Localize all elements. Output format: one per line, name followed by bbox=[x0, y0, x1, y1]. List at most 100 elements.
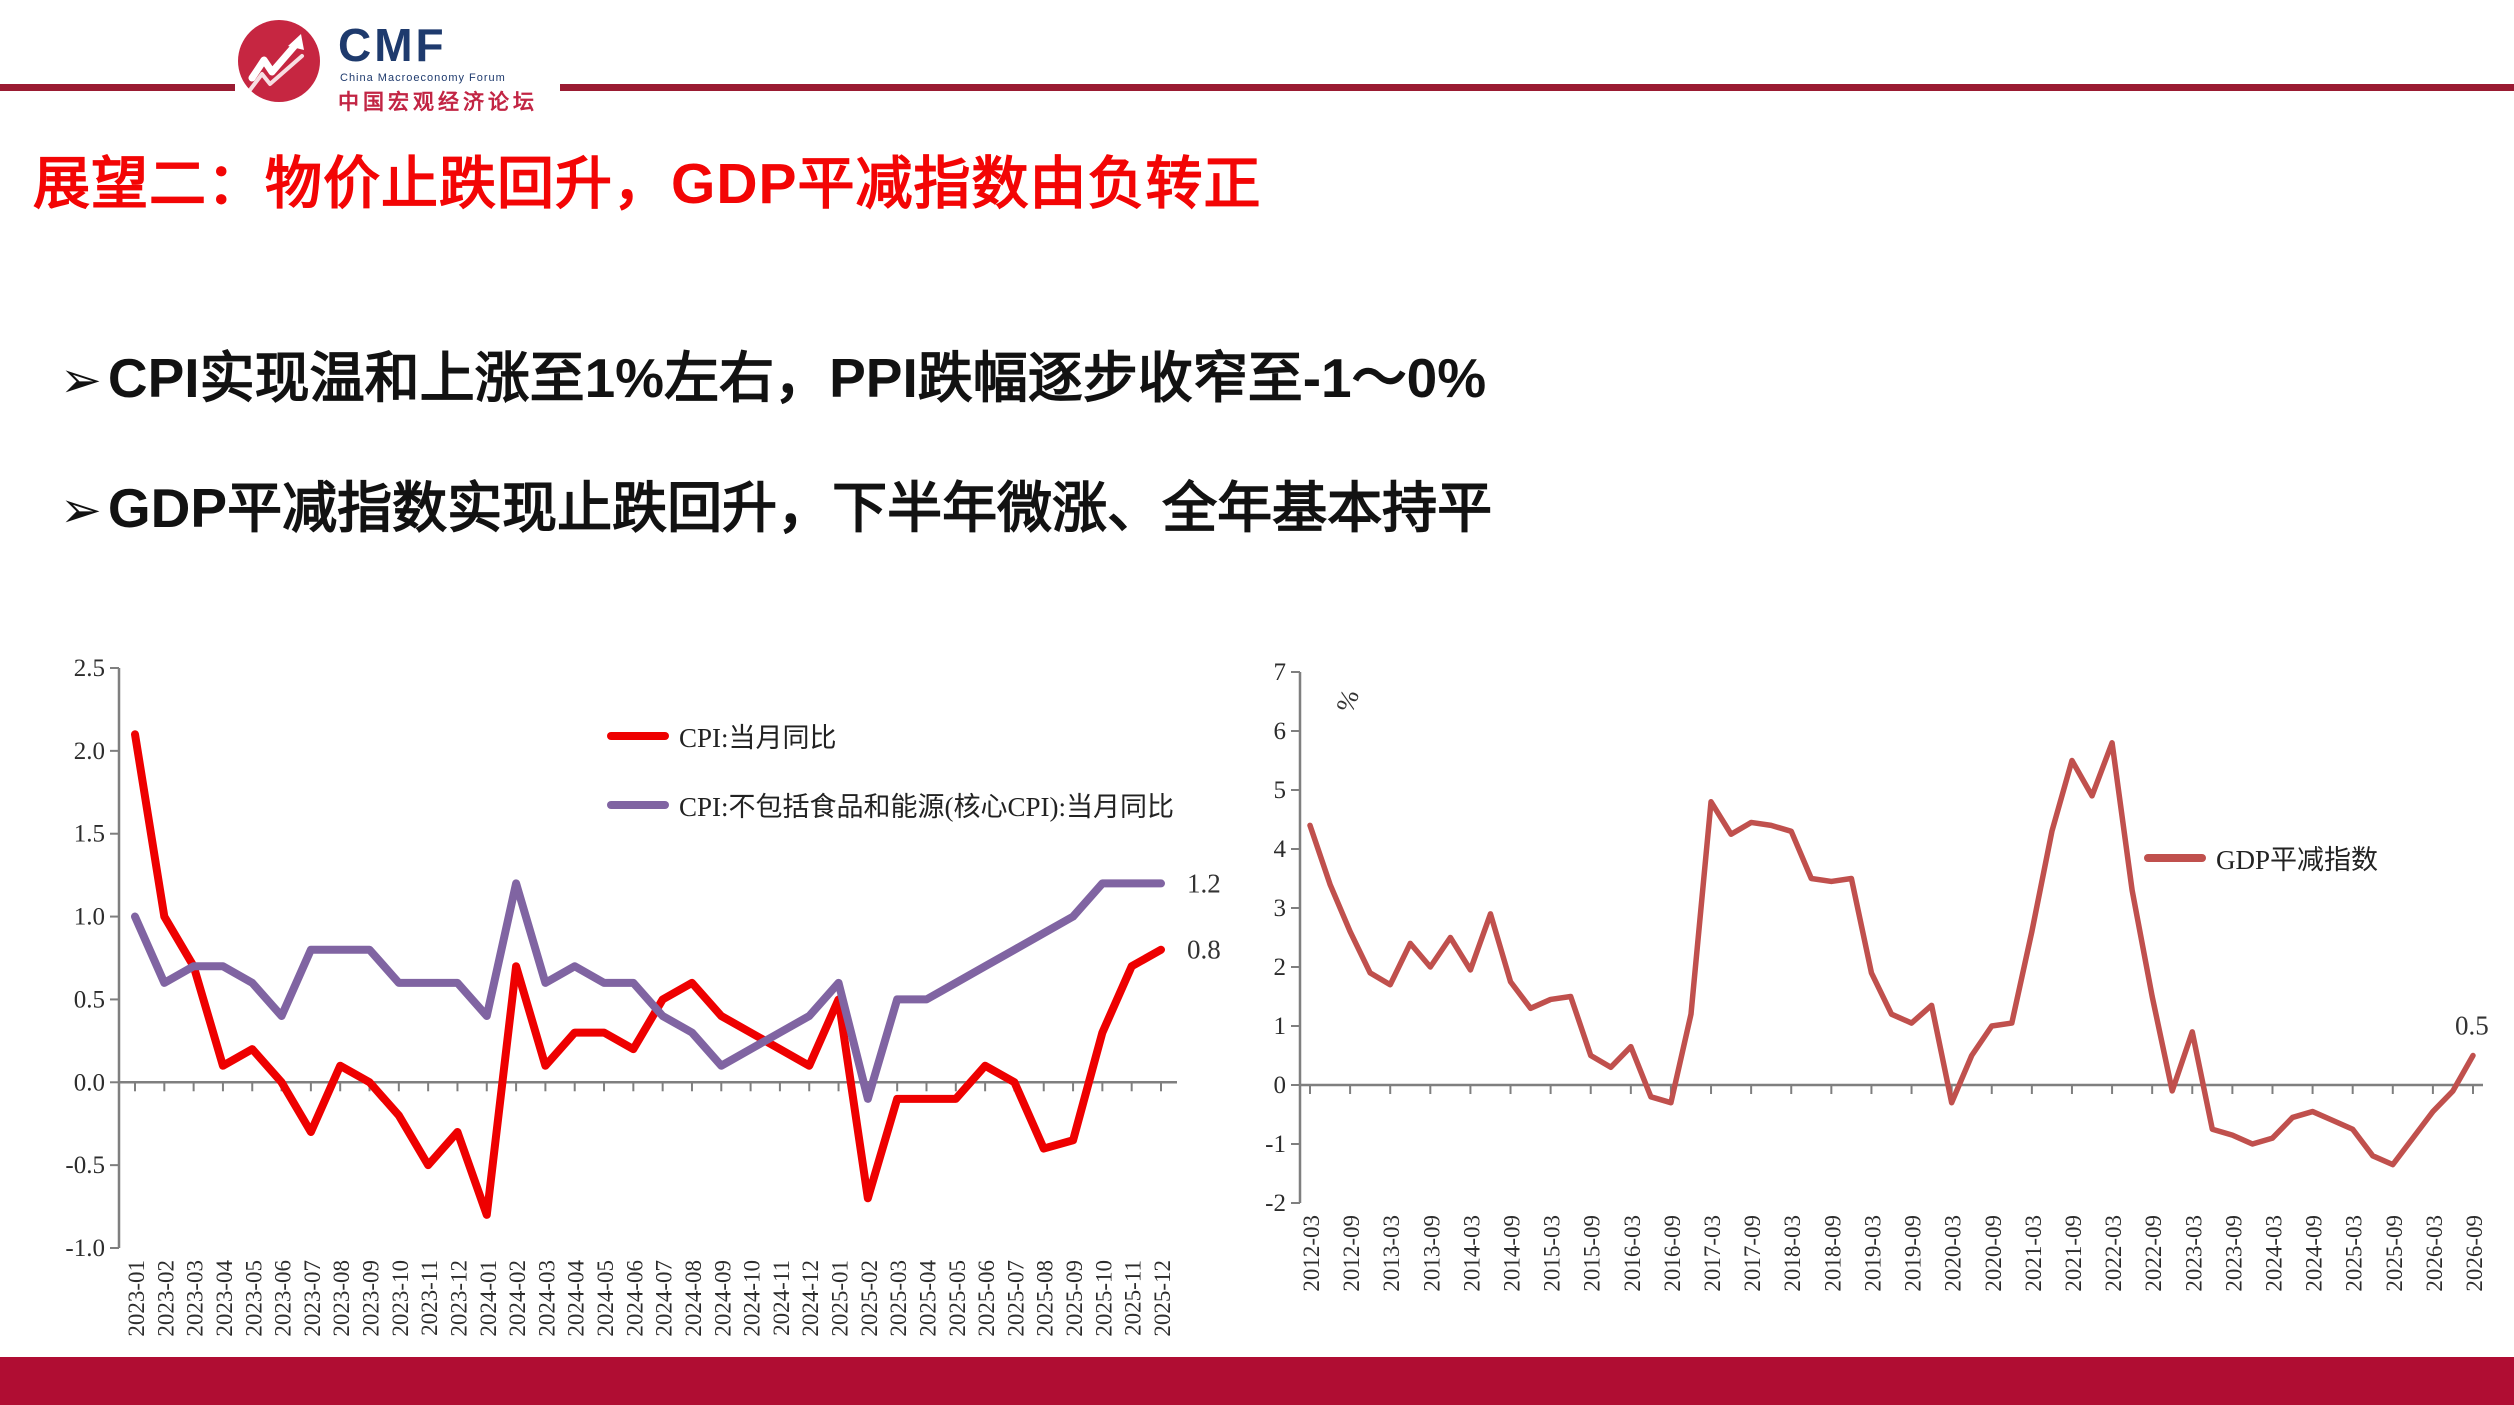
right-chart-svg: -2 -1 0 1 2 3 4 5 6 7 2012-03 2012-09 2013-03 2013-09… bbox=[1265, 659, 2489, 1292]
x-axis-label: 2025-01 bbox=[828, 1260, 853, 1337]
x-axis-label: 2014-03 bbox=[1459, 1215, 1484, 1292]
cpi-chart: -1.0 -0.5 0.0 0.5 1.0 1.5 2.0 2.5 2023-01 2023-02… bbox=[55, 630, 1255, 1365]
x-axis-label: 2023-03 bbox=[2181, 1215, 2206, 1292]
cpi-chart-legend: CPI:当月同比 CPI:不包括食品和能源(核心CPI):当月同比 bbox=[607, 716, 1174, 824]
x-axis-label: 2012-03 bbox=[1299, 1215, 1324, 1292]
x-axis-label: 2025-09 bbox=[2382, 1215, 2407, 1292]
y-axis-label: -2 bbox=[1265, 1190, 1286, 1217]
logo-subtitle: China Macroeconomy Forum bbox=[340, 72, 506, 84]
x-axis-label: 2021-09 bbox=[2061, 1215, 2086, 1292]
legend-row-0: CPI:当月同比 bbox=[607, 716, 1174, 755]
x-axis-label: 2018-03 bbox=[1780, 1215, 1805, 1292]
x-axis-label: 2025-09 bbox=[1062, 1260, 1087, 1337]
x-axis-label: 2012-09 bbox=[1339, 1215, 1364, 1292]
y-axis-label: 2.0 bbox=[74, 738, 105, 765]
x-axis-label: 2024-02 bbox=[505, 1260, 530, 1337]
y-axis-label: 4 bbox=[1274, 836, 1287, 863]
x-axis-label: 2022-09 bbox=[2141, 1215, 2166, 1292]
x-axis-label: 2015-03 bbox=[1540, 1215, 1565, 1292]
x-axis-label: 2024-06 bbox=[622, 1260, 647, 1337]
x-axis-label: 2023-07 bbox=[300, 1260, 325, 1337]
x-axis-label: 2020-03 bbox=[1941, 1215, 1966, 1292]
series-end-value-label: 1.2 bbox=[1187, 868, 1221, 898]
bullet-2-text: GDP平减指数实现止跌回升，下半年微涨、全年基本持平 bbox=[107, 477, 1493, 539]
legend-row-1: CPI:不包括食品和能源(核心CPI):当月同比 bbox=[607, 785, 1174, 824]
series-end-value-label: 0.8 bbox=[1187, 935, 1221, 965]
x-axis-label: 2025-11 bbox=[1121, 1260, 1146, 1336]
x-axis-label: 2024-01 bbox=[476, 1260, 501, 1337]
x-axis-label: 2023-02 bbox=[153, 1260, 178, 1337]
x-axis-label: 2021-03 bbox=[2021, 1215, 2046, 1292]
y-axis-label: 0 bbox=[1274, 1072, 1287, 1099]
y-axis-label: 7 bbox=[1274, 659, 1287, 686]
x-axis-label: 2024-11 bbox=[769, 1260, 794, 1336]
cmf-logo: CMF China Macroeconomy Forum 中国宏观经济论坛 bbox=[238, 16, 778, 114]
bullet-1-text: CPI实现温和上涨至1%左右，PPI跌幅逐步收窄至-1～0% bbox=[107, 347, 1487, 409]
x-axis-label: 2023-09 bbox=[359, 1260, 384, 1337]
x-axis-label: 2023-03 bbox=[183, 1260, 208, 1337]
logo-chinese-name: 中国宏观经济论坛 bbox=[338, 90, 538, 114]
bullet-point-1: ➢ CPI实现温和上涨至1%左右，PPI跌幅逐步收窄至-1～0% bbox=[60, 333, 1486, 413]
x-axis-label: 2024-08 bbox=[681, 1260, 706, 1337]
y-axis-label: -0.5 bbox=[65, 1152, 105, 1179]
y-axis-label: 1.5 bbox=[74, 821, 105, 848]
header-rule-right bbox=[560, 84, 2514, 91]
x-axis-label: 2025-06 bbox=[974, 1260, 999, 1337]
x-axis-label: 2025-03 bbox=[886, 1260, 911, 1337]
x-axis-label: 2023-08 bbox=[329, 1260, 354, 1337]
bottom-bar bbox=[0, 1357, 2514, 1405]
y-axis-label: 3 bbox=[1274, 895, 1287, 922]
x-axis-label: 2024-04 bbox=[564, 1260, 589, 1337]
x-axis-label: 2022-03 bbox=[2101, 1215, 2126, 1292]
x-axis-label: 2019-03 bbox=[1860, 1215, 1885, 1292]
x-axis-label: 2024-12 bbox=[798, 1260, 823, 1337]
x-axis-label: 2019-09 bbox=[1901, 1215, 1926, 1292]
x-axis-label: 2023-12 bbox=[446, 1260, 471, 1337]
legend-label: GDP平减指数 bbox=[2216, 845, 2379, 875]
y-axis-label: 2 bbox=[1274, 954, 1287, 981]
x-axis-label: 2023-05 bbox=[241, 1260, 266, 1337]
x-axis-label: 2025-07 bbox=[1003, 1260, 1028, 1337]
x-axis-label: 2023-06 bbox=[271, 1260, 296, 1337]
logo-zigzag-arrow-icon bbox=[248, 34, 304, 92]
x-axis-label: 2024-07 bbox=[652, 1260, 677, 1337]
series-line-1 bbox=[131, 879, 1165, 1103]
x-axis-label: 2025-05 bbox=[945, 1260, 970, 1337]
legend-line-swatch bbox=[607, 800, 669, 809]
x-axis-label: 2015-09 bbox=[1580, 1215, 1605, 1292]
x-axis-label: 2024-03 bbox=[534, 1260, 559, 1337]
header-rule-left bbox=[0, 84, 235, 91]
x-axis-label: 2025-10 bbox=[1091, 1260, 1116, 1337]
x-axis-label: 2023-01 bbox=[124, 1260, 149, 1337]
x-axis-label: 2024-05 bbox=[593, 1260, 618, 1337]
page-title: 展望二：物价止跌回升，GDP平减指数由负转正 bbox=[33, 152, 1262, 216]
x-axis-label: 2025-04 bbox=[915, 1260, 940, 1337]
y-axis-label: 0.5 bbox=[74, 986, 105, 1013]
gdp-deflator-chart-legend: GDP平减指数 bbox=[2144, 838, 2378, 877]
x-axis-label: 2018-09 bbox=[1820, 1215, 1845, 1292]
y-axis-label: -1.0 bbox=[65, 1235, 105, 1262]
y-axis-label: 2.5 bbox=[74, 655, 105, 682]
x-axis-label: 2026-03 bbox=[2422, 1215, 2447, 1292]
bullet-arrow-icon: ➢ bbox=[60, 352, 102, 408]
x-axis-label: 2017-03 bbox=[1700, 1215, 1725, 1292]
y-axis-label: 1.0 bbox=[74, 904, 105, 931]
x-axis-label: 2017-09 bbox=[1740, 1215, 1765, 1292]
logo-cmf-text: CMF bbox=[338, 19, 447, 71]
y-axis-unit-label: % bbox=[1330, 686, 1365, 716]
legend-line-swatch bbox=[607, 731, 669, 740]
x-axis-label: 2024-03 bbox=[2261, 1215, 2286, 1292]
x-axis-label: 2013-03 bbox=[1379, 1215, 1404, 1292]
left-chart-svg: -1.0 -0.5 0.0 0.5 1.0 1.5 2.0 2.5 2023-01 2023-02… bbox=[65, 655, 1221, 1337]
x-axis-label: 2024-09 bbox=[710, 1260, 735, 1337]
legend-row-0: GDP平减指数 bbox=[2144, 838, 2378, 877]
x-axis-label: 2024-09 bbox=[2302, 1215, 2327, 1292]
series-end-value-label: 0.5 bbox=[2455, 1011, 2489, 1041]
y-axis-label: 1 bbox=[1274, 1013, 1287, 1040]
y-axis-label: -1 bbox=[1265, 1131, 1286, 1158]
y-axis-label: 6 bbox=[1274, 718, 1287, 745]
x-axis-label: 2016-09 bbox=[1660, 1215, 1685, 1292]
x-axis-label: 2025-08 bbox=[1033, 1260, 1058, 1337]
x-axis-label: 2026-09 bbox=[2462, 1215, 2487, 1292]
gdp-deflator-chart: -2 -1 0 1 2 3 4 5 6 7 2012-03 2012-09 2013-03 2013-09… bbox=[1258, 628, 2514, 1365]
